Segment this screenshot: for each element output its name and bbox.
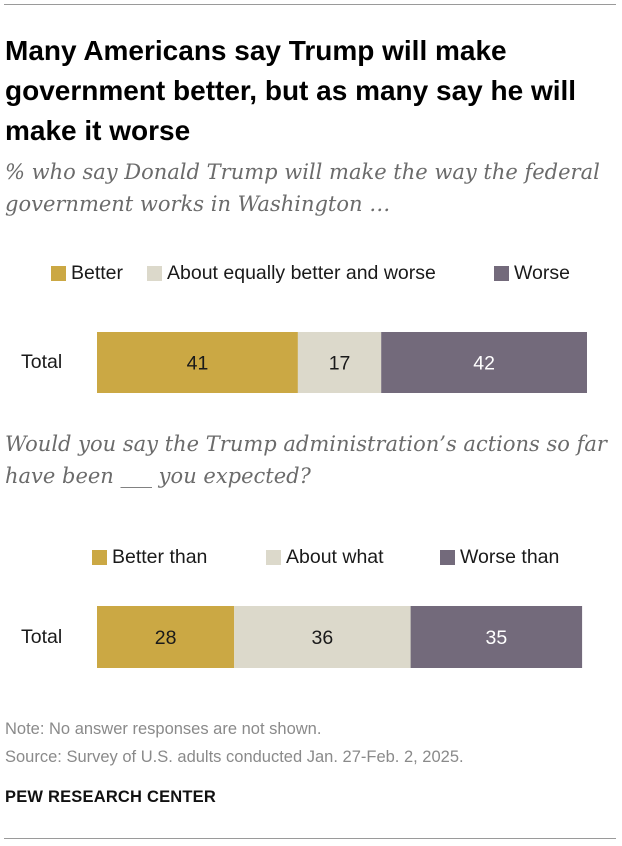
data-label-about-what: 36 bbox=[312, 627, 334, 649]
chart1-question: % who say Donald Trump will make the way… bbox=[5, 160, 600, 216]
legend-swatch-better-than bbox=[92, 550, 107, 565]
source-text: Source: Survey of U.S. adults conducted … bbox=[5, 748, 464, 766]
bottom-rule bbox=[4, 838, 616, 839]
top-rule bbox=[4, 4, 616, 5]
data-label-worse: 42 bbox=[473, 353, 495, 375]
bar-segment-worse bbox=[381, 332, 587, 393]
legend-item-worse: Worse bbox=[494, 262, 570, 285]
bar-segment-about-what bbox=[234, 606, 411, 668]
legend-label-worse: Worse bbox=[514, 262, 570, 284]
chart2-question: Would you say the Trump administration’s… bbox=[5, 432, 607, 488]
legend-swatch-about-equally bbox=[147, 266, 162, 281]
chart2-bar: 28 36 35 bbox=[97, 606, 587, 668]
legend-swatch-worse bbox=[494, 266, 509, 281]
bar-segment-better-than bbox=[97, 606, 235, 668]
data-label-worse-than: 35 bbox=[485, 627, 507, 649]
data-label-better-than: 28 bbox=[155, 627, 177, 649]
chart2-stacked-bar: 28 36 35 bbox=[97, 606, 583, 668]
data-label-better: 41 bbox=[187, 353, 209, 375]
legend-label-about-equally: About equally better and worse bbox=[167, 262, 436, 284]
legend-item-worse-than: Worse than bbox=[440, 546, 559, 569]
chart1-stacked-bar: 41 17 42 bbox=[97, 332, 587, 393]
legend-swatch-worse-than bbox=[440, 550, 455, 565]
bar-segment-worse-than bbox=[410, 606, 583, 668]
legend-label-about-what: About what bbox=[286, 546, 384, 568]
chart2-row-label: Total bbox=[21, 626, 63, 648]
legend-item-better: Better bbox=[51, 262, 123, 285]
legend-item-about-equally: About equally better and worse bbox=[147, 262, 436, 285]
bar-segment-about-equally-better-and-worse bbox=[297, 332, 382, 393]
chart1-row-label: Total bbox=[21, 351, 63, 373]
data-label-about-equally-better-and-worse: 17 bbox=[329, 353, 351, 375]
legend-label-better-than: Better than bbox=[112, 546, 208, 568]
legend-item-better-than: Better than bbox=[92, 546, 207, 569]
legend-item-about-what: About what bbox=[266, 546, 384, 569]
chart1-bar: 41 17 42 bbox=[97, 332, 587, 393]
legend-label-worse-than: Worse than bbox=[460, 546, 560, 568]
note-text: Note: No answer responses are not shown. bbox=[5, 720, 322, 738]
chart-title: Many Americans say Trump will make gover… bbox=[5, 35, 577, 146]
legend-label-better: Better bbox=[71, 262, 124, 284]
legend-swatch-better bbox=[51, 266, 66, 281]
brand-name: PEW RESEARCH CENTER bbox=[5, 788, 216, 806]
legend-swatch-about-what bbox=[266, 550, 281, 565]
bar-segment-better bbox=[97, 332, 298, 393]
